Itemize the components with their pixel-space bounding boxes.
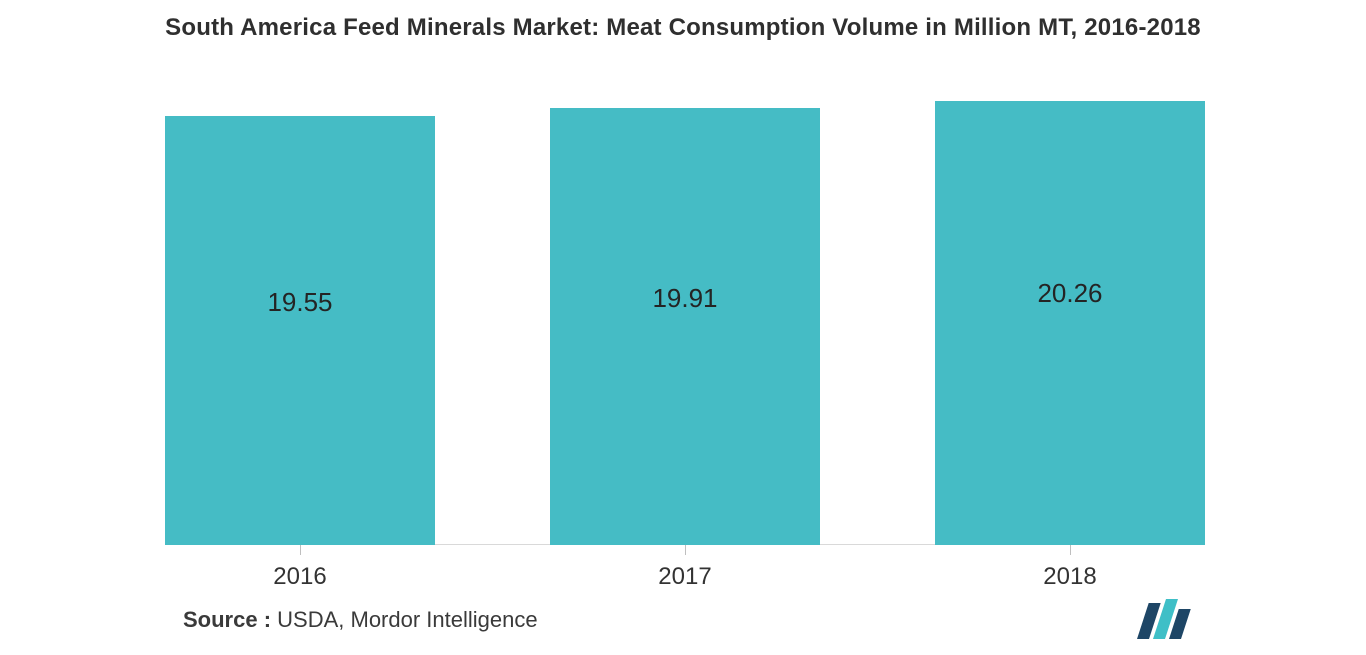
mordor-logo-icon — [1134, 599, 1198, 639]
x-axis-label: 2018 — [935, 563, 1205, 591]
source-text: USDA, Mordor Intelligence — [271, 607, 538, 632]
x-tick — [1070, 545, 1071, 555]
x-tick — [685, 545, 686, 555]
mordor-logo — [1134, 599, 1198, 639]
bar — [550, 108, 820, 545]
bar-value-label: 20.26 — [935, 278, 1205, 309]
bar-column: 19.552016 — [165, 80, 435, 545]
x-axis-label: 2017 — [550, 563, 820, 591]
plot-area: 19.552016 19.912017 20.262018 — [165, 80, 1205, 545]
bar-column: 19.912017 — [550, 80, 820, 545]
x-tick — [300, 545, 301, 555]
bar — [165, 116, 435, 545]
bar — [935, 101, 1205, 545]
chart-container: South America Feed Minerals Market: Meat… — [0, 0, 1366, 655]
bar-value-label: 19.91 — [550, 283, 820, 314]
source-label: Source : — [183, 607, 271, 632]
chart-title: South America Feed Minerals Market: Meat… — [0, 0, 1366, 42]
source-line: Source : USDA, Mordor Intelligence — [183, 607, 538, 633]
x-axis-label: 2016 — [165, 563, 435, 591]
bar-column: 20.262018 — [935, 80, 1205, 545]
bar-value-label: 19.55 — [165, 287, 435, 318]
